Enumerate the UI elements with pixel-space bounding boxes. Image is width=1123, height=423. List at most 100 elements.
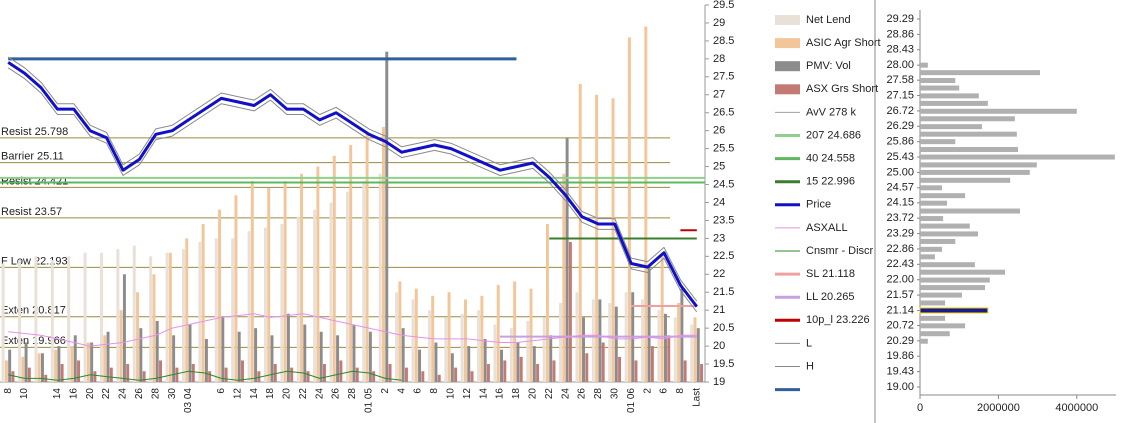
- bar: [920, 177, 1011, 183]
- legend-swatch: [775, 38, 800, 49]
- bar: [565, 137, 569, 382]
- legend-label: Net Lend: [806, 14, 851, 26]
- bar: [700, 364, 704, 382]
- legend-label: 40 24.558: [806, 153, 855, 165]
- bar: [349, 145, 353, 382]
- y-tick-label: 26.29: [886, 120, 914, 132]
- y-tick-label: 25.5: [713, 143, 734, 155]
- bar: [480, 295, 484, 382]
- bar: [296, 216, 300, 382]
- bar: [116, 249, 120, 382]
- bar: [483, 338, 487, 382]
- bar: [106, 331, 110, 382]
- bar: [582, 317, 585, 382]
- bar: [650, 346, 654, 382]
- x-tick-label: 01 05: [364, 388, 375, 413]
- x-tick-label: 30: [167, 388, 178, 400]
- bar: [526, 320, 530, 382]
- y-tick-label: 19.86: [886, 350, 914, 362]
- x-tick-label: 28: [150, 388, 161, 400]
- bar: [418, 349, 422, 382]
- legend-label: ASXALL: [806, 222, 848, 234]
- bar: [920, 315, 946, 321]
- bar: [257, 371, 261, 382]
- y-tick-label: 25: [713, 160, 725, 172]
- x-tick-label: 6: [413, 388, 424, 394]
- bar: [509, 328, 513, 382]
- y-tick-label: 20: [713, 340, 725, 352]
- bar: [920, 269, 1006, 275]
- bar: [283, 180, 287, 382]
- bar: [618, 356, 622, 382]
- bar: [427, 310, 431, 382]
- series-line: [8, 370, 402, 381]
- bar: [90, 342, 94, 382]
- y-tick-label: 22.43: [886, 258, 914, 270]
- bar: [214, 238, 218, 382]
- bar: [4, 360, 8, 382]
- y-tick-label: 25.86: [886, 136, 914, 148]
- bar: [493, 324, 497, 382]
- y-tick-label: 21.5: [713, 286, 734, 298]
- bar: [920, 231, 979, 237]
- bar: [388, 364, 392, 382]
- bar: [57, 346, 61, 382]
- bar: [421, 371, 425, 382]
- bar: [477, 310, 481, 382]
- bar: [920, 277, 990, 283]
- bar: [100, 252, 103, 382]
- bar: [664, 313, 667, 382]
- bar: [920, 262, 975, 268]
- bar: [185, 238, 189, 382]
- y-tick-label: 27.58: [886, 74, 914, 86]
- bar: [204, 338, 208, 382]
- legend-label: H: [806, 360, 814, 372]
- x-tick-label: 14: [478, 388, 489, 400]
- bar: [920, 139, 956, 145]
- y-tick-label: 20.72: [886, 319, 914, 331]
- x-tick-label: 22: [298, 388, 309, 400]
- x-tick-label: 0: [917, 402, 923, 414]
- y-tick-label: 25.43: [886, 151, 914, 163]
- legend-label: AvV 278 k: [806, 106, 856, 118]
- bar: [175, 367, 179, 382]
- x-tick-label: 8: [3, 388, 14, 394]
- bar: [467, 346, 471, 382]
- bar: [696, 328, 700, 382]
- bar: [332, 155, 336, 382]
- bar: [1, 263, 5, 382]
- y-tick-label: 22.5: [713, 250, 734, 262]
- bar: [368, 331, 372, 382]
- bar: [11, 371, 15, 382]
- bar: [126, 364, 130, 382]
- legend-swatch: [775, 61, 800, 72]
- y-tick-label: 22.86: [886, 243, 914, 255]
- x-tick-label: 18: [265, 388, 276, 400]
- bar: [40, 353, 44, 382]
- bar: [241, 360, 244, 382]
- bar: [919, 307, 989, 314]
- bar: [149, 256, 153, 382]
- x-tick-label: 24: [118, 388, 129, 400]
- bar: [660, 256, 664, 382]
- bar: [920, 292, 962, 298]
- bar: [920, 169, 1030, 175]
- bar: [611, 98, 615, 382]
- bar: [657, 310, 661, 382]
- bar: [496, 285, 500, 382]
- bar: [578, 83, 582, 382]
- bar: [24, 342, 28, 382]
- y-tick-label: 28.43: [886, 44, 914, 56]
- bar: [234, 195, 238, 382]
- y-tick-label: 29.29: [886, 13, 914, 25]
- bar: [920, 147, 1018, 153]
- bar: [27, 367, 31, 382]
- y-tick-label: 22: [713, 268, 725, 280]
- x-tick-label: 14: [249, 388, 260, 400]
- bar: [568, 241, 572, 382]
- bar: [920, 108, 1077, 114]
- bar: [172, 335, 176, 382]
- bar: [447, 292, 451, 382]
- bar: [378, 173, 382, 382]
- bar: [920, 93, 979, 99]
